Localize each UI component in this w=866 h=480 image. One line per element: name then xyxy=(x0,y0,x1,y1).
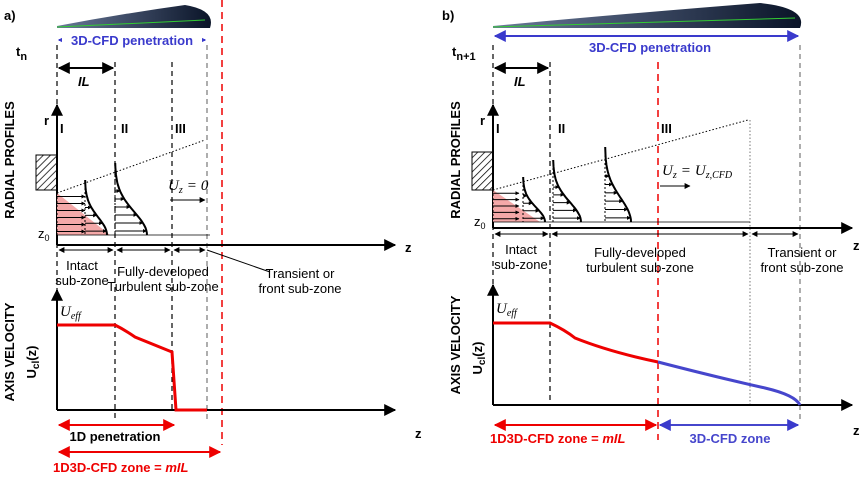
ucl-label: Ucl(z) xyxy=(470,342,488,375)
velocity-note: Uz = 0 xyxy=(168,178,209,196)
zone-label: I xyxy=(496,121,500,136)
z-label: z xyxy=(853,238,860,253)
z-label: z xyxy=(405,240,412,255)
cfd-zone-label: 3D-CFD zone xyxy=(690,431,771,446)
zone-label: II xyxy=(121,121,128,136)
intact-core xyxy=(57,193,110,235)
label-bg xyxy=(62,32,202,48)
penetration-label: 3D-CFD penetration xyxy=(71,33,193,48)
r-label: r xyxy=(44,113,49,128)
z-label: z xyxy=(415,426,422,441)
spray xyxy=(493,3,802,28)
nozzle xyxy=(35,154,58,191)
zone-label: III xyxy=(175,121,186,136)
ucl-label: Ucl(z) xyxy=(24,346,42,379)
ueff-label: Ueff xyxy=(496,301,518,319)
velocity-curve-cfd xyxy=(657,360,802,406)
axis-title: AXIS VELOCITY xyxy=(2,302,17,401)
panel-b: b) tn+1 3D-CFD penetration IL RADIAL PRO… xyxy=(442,3,860,446)
zone-label: II xyxy=(558,121,565,136)
axis-title: AXIS VELOCITY xyxy=(448,295,463,394)
subzone-label: Fully-developed turbulent sub-zone xyxy=(586,245,694,275)
time-label: tn xyxy=(16,44,27,63)
spray-axis xyxy=(56,19,206,28)
subzone-label: Transient or front sub-zone xyxy=(760,245,843,275)
penetration-label: 1D penetration xyxy=(69,429,160,444)
zone-label: 1D3D-CFD zone = mIL xyxy=(53,460,188,475)
r-label: r xyxy=(480,113,485,128)
panel-label: b) xyxy=(442,8,454,23)
il-label: IL xyxy=(78,74,90,89)
time-label: tn+1 xyxy=(452,44,476,63)
velocity-curve xyxy=(493,321,659,364)
subzone-label: Fully-developed Turbulent sub-zone xyxy=(107,264,219,294)
zone-label: III xyxy=(661,121,672,136)
subzone-label: Intact sub-zone xyxy=(494,242,547,272)
panel-a: a) tn 3D-CFD penetration IL RADIAL PROFI… xyxy=(2,0,422,475)
velocity-note: Uz = Uz,CFD xyxy=(662,163,733,181)
subzone-label: Intact sub-zone xyxy=(55,258,108,288)
zone-label: I xyxy=(60,121,64,136)
spread-line xyxy=(56,139,206,194)
axis-title: RADIAL PROFILES xyxy=(448,101,463,219)
spray xyxy=(57,5,211,28)
zone-label: 1D3D-CFD zone = mIL xyxy=(490,431,625,446)
nozzle xyxy=(471,151,494,191)
panel-label: a) xyxy=(4,8,16,23)
spray-axis xyxy=(492,17,796,28)
profile-curve xyxy=(522,177,546,223)
z-label: z xyxy=(853,423,860,438)
velocity-curve xyxy=(57,323,207,412)
z0-label: z0 xyxy=(474,214,486,231)
z0-label: z0 xyxy=(38,226,50,243)
leader xyxy=(206,249,271,273)
velocity-profiles xyxy=(56,146,632,236)
ueff-label: Ueff xyxy=(60,304,82,322)
axis-title: RADIAL PROFILES xyxy=(2,101,17,219)
profile-curve xyxy=(552,159,582,223)
penetration-label: 3D-CFD penetration xyxy=(589,40,711,55)
il-label: IL xyxy=(514,74,526,89)
subzone-label: Transient or front sub-zone xyxy=(258,266,341,296)
